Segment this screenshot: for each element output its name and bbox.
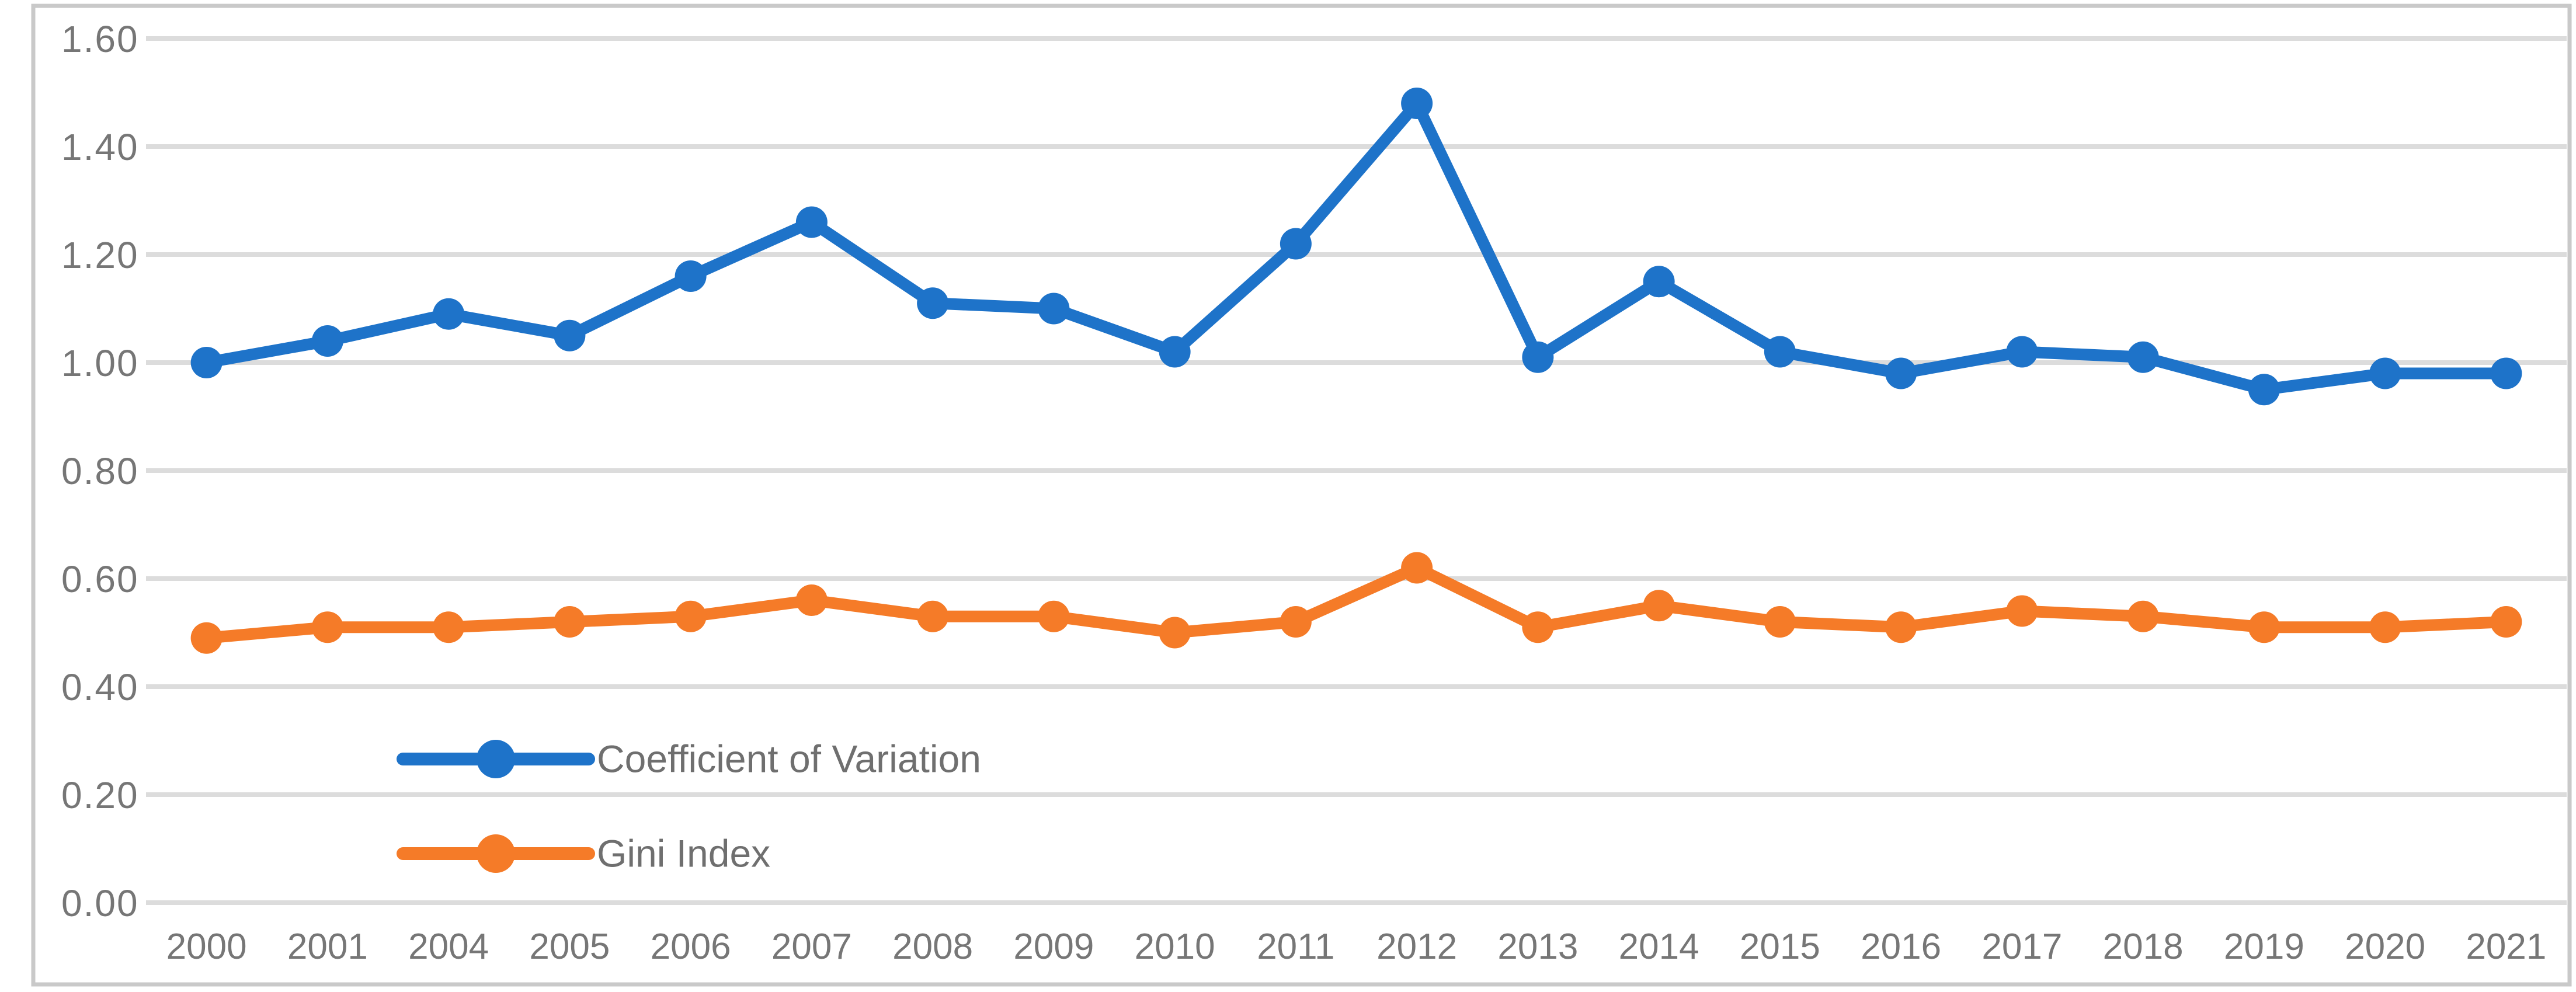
x-axis-tick-label: 2017	[1981, 927, 2062, 967]
x-axis-tick-label: 2011	[1257, 927, 1334, 967]
series-gini-index-marker	[1643, 590, 1675, 622]
x-axis-tick-label: 2009	[1013, 927, 1094, 967]
series-gini-index-marker	[1401, 552, 1433, 584]
series-coefficient-of-variation-marker	[1764, 336, 1796, 368]
series-gini-index-marker	[1159, 617, 1191, 649]
series-gini-index-marker	[675, 600, 707, 632]
series-gini-index-marker	[795, 584, 828, 616]
series-gini-index-marker	[2490, 606, 2522, 638]
legend-marker-dot	[477, 740, 515, 778]
x-axis-tick-label: 2006	[651, 927, 731, 967]
series-gini-index-marker	[1885, 611, 1917, 643]
series-coefficient-of-variation-marker	[2127, 341, 2159, 373]
x-axis-tick-label: 2010	[1135, 927, 1215, 967]
series-gini-index	[190, 552, 2522, 654]
series-coefficient-of-variation-marker	[2006, 336, 2038, 368]
series-gini-index-marker	[1522, 611, 1554, 643]
series-gini-index-marker	[917, 600, 949, 632]
series-gini-index-marker	[2369, 611, 2401, 643]
series-gini-index-marker	[1764, 606, 1796, 638]
x-axis-tick-label: 2004	[408, 927, 489, 967]
y-axis-tick-label: 1.60	[61, 18, 139, 60]
series-gini-index-marker	[554, 606, 586, 638]
x-axis-tick-label: 2007	[771, 927, 852, 967]
legend-label: Gini Index	[597, 831, 770, 875]
gridlines	[146, 36, 2567, 905]
series-coefficient-of-variation-marker	[675, 260, 707, 292]
y-axis-tick-label: 1.40	[61, 126, 139, 168]
legend-marker-dot	[477, 834, 515, 873]
series-coefficient-of-variation-marker	[2490, 357, 2522, 389]
series-coefficient-of-variation-marker	[433, 298, 465, 330]
y-axis-tick-label: 1.20	[61, 234, 139, 276]
series-gini-index-marker	[2248, 611, 2280, 643]
series-coefficient-of-variation-marker	[1885, 357, 1917, 389]
x-axis-tick-label: 2008	[892, 927, 973, 967]
series-gini-index-marker	[1038, 600, 1070, 632]
figure-border	[31, 4, 2572, 987]
y-axis-tick-label: 0.00	[61, 882, 139, 924]
x-axis-tick-label: 2015	[1740, 927, 1820, 967]
series-coefficient-of-variation-line	[200, 98, 2512, 396]
y-axis-tick-label: 1.00	[61, 342, 139, 384]
x-axis-tick-labels: 2000 2001 2004 2005 2006 2007 2008 2009 2010 2011…	[166, 927, 2547, 967]
series-coefficient-of-variation-marker	[1522, 341, 1554, 373]
series-gini-index-marker	[2127, 600, 2159, 632]
legend-item-gini-index[interactable]: Gini Index	[397, 831, 770, 875]
y-axis-tick-label: 0.80	[61, 450, 139, 492]
series-gini-index-marker	[2006, 595, 2038, 627]
series-coefficient-of-variation-marker	[1159, 336, 1191, 368]
series-coefficient-of-variation-marker	[2248, 374, 2280, 406]
series-coefficient-of-variation-marker	[1643, 266, 1675, 298]
series-coefficient-of-variation-marker	[1280, 228, 1312, 260]
x-axis-tick-label: 2000	[166, 927, 247, 967]
series-gini-index-marker	[311, 611, 343, 643]
x-axis-tick-label: 2016	[1861, 927, 1941, 967]
x-axis-tick-label: 2019	[2224, 927, 2304, 967]
x-axis-tick-label: 2018	[2103, 927, 2184, 967]
series-coefficient-of-variation-marker	[554, 319, 586, 351]
series-coefficient-of-variation-marker	[1038, 293, 1070, 325]
x-axis-tick-label: 2012	[1376, 927, 1457, 967]
x-axis-tick-label: 2001	[287, 927, 368, 967]
series-gini-index-marker	[1280, 606, 1312, 638]
series-coefficient-of-variation-marker	[2369, 357, 2401, 389]
x-axis-tick-label: 2005	[529, 927, 610, 967]
series-coefficient-of-variation-marker	[917, 287, 949, 319]
x-axis-tick-label: 2021	[2466, 927, 2546, 967]
legend-item-coefficient-of-variation[interactable]: Coefficient of Variation	[397, 737, 981, 780]
legend-label: Coefficient of Variation	[597, 737, 981, 780]
series-gini-index-marker	[433, 611, 465, 643]
series-coefficient-of-variation-marker	[311, 325, 343, 357]
series-coefficient-of-variation-marker	[1401, 88, 1433, 119]
legend: Coefficient of Variation Gini Index	[397, 737, 981, 875]
y-axis-tick-label: 0.20	[61, 774, 139, 816]
series-coefficient-of-variation-marker	[795, 206, 828, 238]
series-coefficient-of-variation-marker	[190, 347, 223, 378]
y-axis-tick-labels: 0.00 0.20 0.40 0.60 0.80 1.00 1.20 1.40 1.60	[61, 18, 139, 924]
x-axis-tick-label: 2014	[1619, 927, 1699, 967]
series-coefficient-of-variation	[190, 88, 2522, 406]
x-axis-tick-label: 2020	[2345, 927, 2425, 967]
y-axis-tick-label: 0.60	[61, 558, 139, 600]
y-axis-tick-label: 0.40	[61, 666, 139, 708]
series-gini-index-marker	[190, 622, 223, 654]
series-gini-index-line	[200, 562, 2512, 644]
x-axis-tick-label: 2013	[1497, 927, 1578, 967]
